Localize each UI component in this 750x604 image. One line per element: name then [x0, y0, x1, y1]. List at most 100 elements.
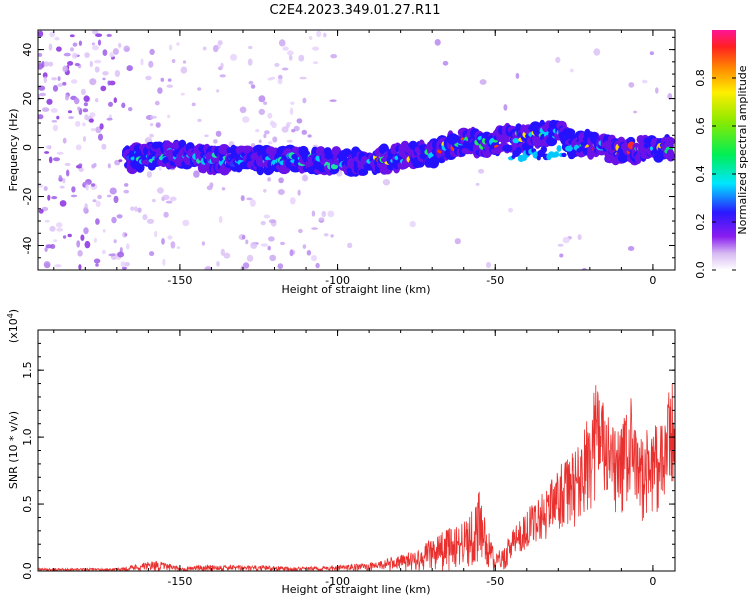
noise-speck — [327, 210, 335, 218]
noise-speck — [287, 50, 294, 56]
noise-speck — [113, 195, 119, 204]
noise-speck — [117, 251, 125, 258]
noise-speck — [167, 78, 172, 82]
noise-speck — [242, 262, 250, 269]
noise-speck — [157, 187, 164, 194]
noise-speck — [278, 39, 286, 47]
noise-speck — [150, 115, 157, 119]
noise-speck — [50, 244, 56, 249]
noise-speck — [201, 241, 205, 246]
noise-speck — [162, 194, 170, 200]
noise-speck — [562, 236, 570, 244]
noise-speck — [301, 129, 308, 135]
noise-speck — [258, 139, 262, 144]
noise-speck — [269, 120, 275, 127]
noise-speck — [62, 81, 67, 86]
noise-speck — [633, 110, 638, 114]
noise-speck — [146, 218, 155, 224]
noise-speck — [157, 87, 163, 94]
noise-speck — [213, 139, 218, 144]
noise-speck — [126, 243, 130, 250]
noise-speck — [220, 62, 224, 69]
noise-speck — [167, 114, 171, 119]
noise-speck — [89, 60, 94, 68]
ridge-branch — [553, 151, 560, 158]
noise-speck — [323, 233, 329, 237]
ridge-outer — [664, 136, 675, 147]
noise-speck — [306, 250, 312, 256]
noise-speck — [478, 168, 485, 174]
noise-speck — [85, 183, 89, 191]
noise-speck — [165, 200, 173, 204]
noise-speck — [149, 251, 155, 257]
noise-speck — [323, 32, 327, 38]
ridge-outer — [564, 128, 576, 137]
noise-speck — [655, 87, 659, 94]
noise-speck — [107, 80, 111, 86]
noise-speck — [627, 246, 635, 251]
y-tick-label: 0 — [21, 144, 34, 151]
noise-speck — [180, 92, 185, 96]
noise-speck — [71, 186, 76, 193]
snr-y-axis-label: SNR (10 * v/v) — [7, 411, 20, 489]
noise-speck — [43, 76, 47, 84]
noise-speck — [176, 246, 181, 250]
noise-speck — [112, 48, 119, 55]
noise-speck — [54, 36, 60, 41]
noise-speck — [71, 79, 78, 84]
noise-speck — [63, 52, 71, 57]
noise-speck — [382, 179, 390, 186]
noise-speck — [176, 42, 180, 46]
noise-speck — [91, 42, 95, 46]
noise-speck — [307, 134, 312, 138]
noise-speck — [123, 45, 130, 53]
noise-speck — [248, 80, 254, 85]
noise-speck — [242, 116, 250, 123]
noise-speck — [277, 189, 285, 195]
snr-panel: -150 -100 -50 0 0.0 0.5 1.0 1.5 Height of strai… — [6, 309, 676, 596]
y-tick-label: -20 — [21, 188, 34, 206]
noise-speck — [278, 74, 283, 80]
noise-speck — [146, 171, 152, 178]
noise-speck — [102, 71, 109, 76]
noise-speck — [74, 62, 80, 67]
noise-speck — [93, 258, 101, 264]
noise-speck — [330, 234, 334, 238]
colorbar-tick-label: 0.4 — [694, 165, 707, 183]
ridge-core — [330, 163, 338, 170]
noise-speck — [298, 54, 305, 62]
noise-speck — [102, 49, 108, 56]
noise-speck — [83, 95, 90, 102]
noise-speck — [67, 61, 74, 66]
noise-speck — [51, 196, 58, 200]
snr-x-axis-label: Height of straight line (km) — [281, 583, 430, 596]
noise-speck — [302, 97, 307, 104]
noise-speck — [321, 210, 327, 218]
noise-speck — [220, 248, 225, 256]
noise-speck — [204, 134, 209, 138]
spectrogram-y-axis-label: Frequency (Hz) — [7, 109, 20, 192]
noise-speck — [289, 249, 294, 257]
noise-speck — [43, 186, 48, 191]
noise-speck — [264, 130, 270, 135]
noise-speck — [140, 58, 144, 66]
noise-speck — [293, 125, 300, 132]
noise-speck — [123, 189, 129, 194]
noise-speck — [281, 67, 289, 71]
noise-speck — [160, 77, 165, 82]
noise-speck — [45, 145, 51, 150]
noise-speck — [246, 197, 253, 201]
colorbar-tick-label: 0.2 — [694, 213, 707, 231]
noise-speck — [162, 258, 166, 266]
ridge-branch — [540, 146, 547, 154]
noise-speck — [454, 238, 461, 245]
noise-speck — [43, 261, 51, 268]
noise-speck — [62, 235, 67, 239]
noise-speck — [68, 116, 74, 120]
noise-speck — [102, 249, 106, 255]
spectrogram-axes: -150 -100 -50 0 -40 -20 0 20 40 — [21, 30, 675, 287]
ridge-branch — [578, 146, 585, 152]
noise-speck — [124, 262, 130, 267]
noise-speck — [101, 143, 107, 150]
noise-speck — [628, 82, 635, 88]
